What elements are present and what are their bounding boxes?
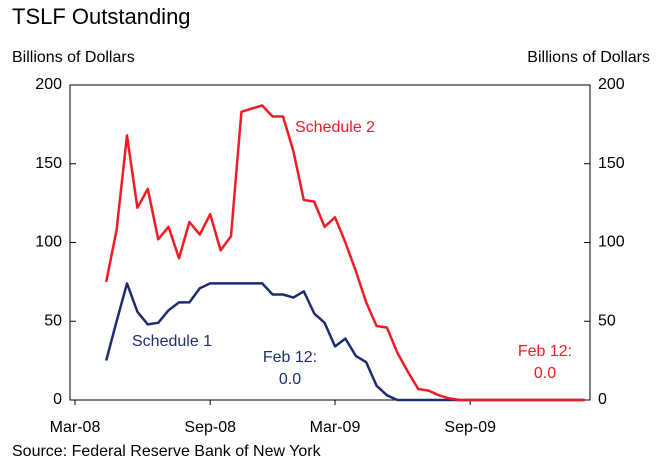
annotation: 0.0 (279, 371, 301, 388)
y2-axis-label: Billions of Dollars (527, 49, 650, 66)
x-tick-label: Sep-09 (444, 419, 496, 436)
source-note: Source: Federal Reserve Bank of New York (12, 443, 322, 460)
y2-tick-label: 100 (598, 234, 625, 251)
annotation: Feb 12: (518, 343, 572, 360)
series-label: Schedule 1 (132, 333, 212, 350)
y-tick-label: 50 (44, 312, 62, 329)
chart-title: TSLF Outstanding (12, 4, 191, 29)
y-tick-label: 0 (53, 391, 62, 408)
series-line (104, 104, 585, 402)
y2-tick-label: 50 (598, 312, 616, 329)
annotation: Feb 12: (263, 349, 317, 366)
y-tick-label: 100 (35, 234, 62, 251)
x-tick-label: Sep-08 (184, 419, 236, 436)
y2-tick-label: 150 (598, 155, 625, 172)
x-tick-label: Mar-09 (310, 419, 361, 436)
y-axis-label: Billions of Dollars (12, 49, 135, 66)
series-label: Schedule 2 (295, 119, 375, 136)
y2-tick-label: 0 (598, 391, 607, 408)
y-tick-label: 150 (35, 155, 62, 172)
x-tick-label: Mar-08 (50, 419, 101, 436)
y-tick-label: 200 (35, 76, 62, 93)
y2-tick-label: 200 (598, 76, 625, 93)
annotation: 0.0 (534, 365, 556, 382)
